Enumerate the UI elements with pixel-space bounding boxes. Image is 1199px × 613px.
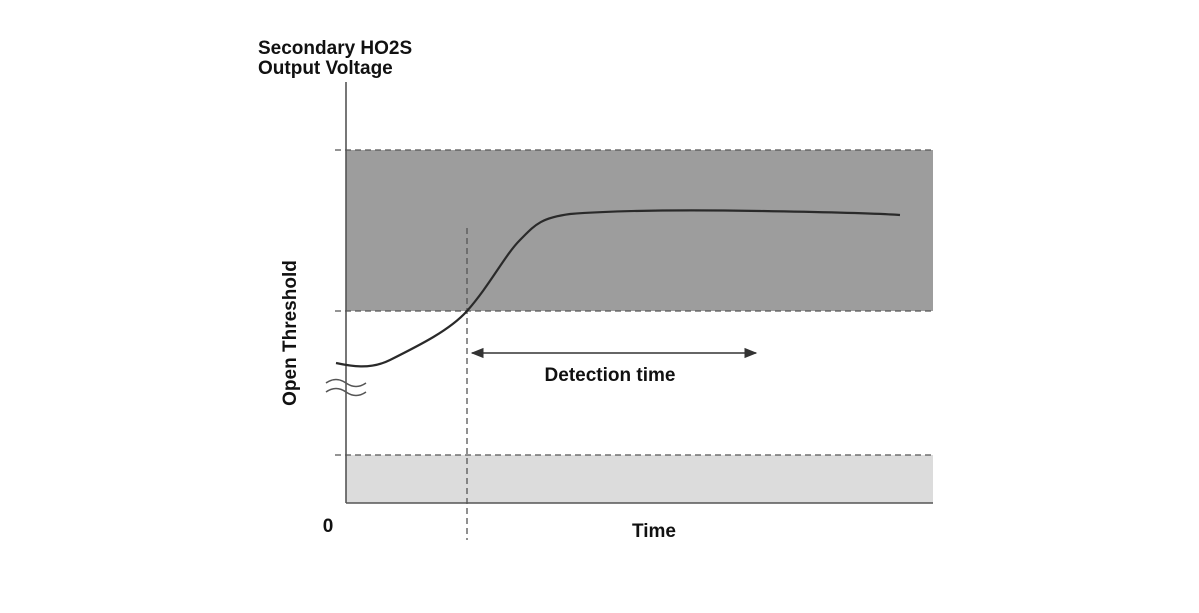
y-axis-label: Secondary HO2S bbox=[258, 38, 412, 59]
threshold-label: Open Threshold bbox=[280, 260, 301, 406]
x-axis-label: Time bbox=[632, 521, 676, 542]
axis-break bbox=[325, 378, 367, 397]
threshold-lines bbox=[335, 149, 933, 540]
y-axis-label: Output Voltage bbox=[258, 58, 393, 79]
voltage-curve bbox=[335, 209, 901, 368]
annotation: Detection time bbox=[545, 365, 676, 386]
axes bbox=[345, 82, 933, 504]
normal-band bbox=[346, 150, 933, 311]
low-band bbox=[346, 455, 933, 503]
origin-label: 0 bbox=[323, 516, 334, 537]
